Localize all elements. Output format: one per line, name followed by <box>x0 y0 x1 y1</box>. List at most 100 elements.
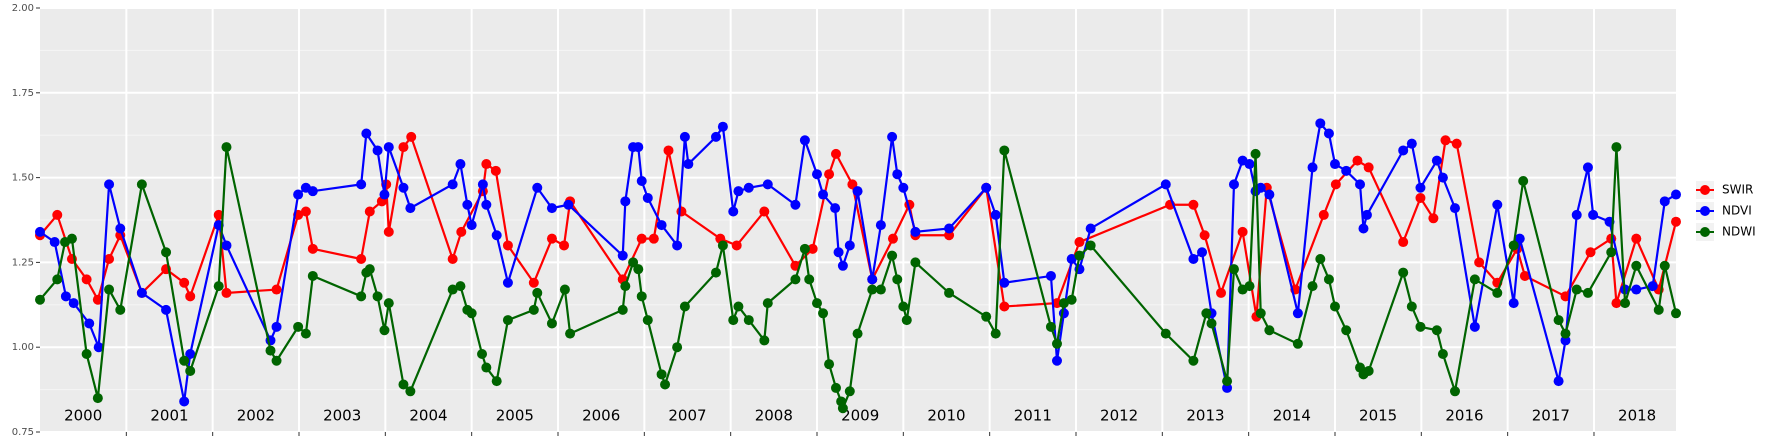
data-point <box>1051 338 1062 349</box>
data-point <box>1553 376 1564 387</box>
data-point <box>830 382 841 393</box>
x-tick-label: 2018 <box>1618 407 1656 425</box>
data-point <box>1188 355 1199 366</box>
data-point <box>844 386 855 397</box>
y-tick-label: 1.25 <box>12 257 34 268</box>
data-point <box>1051 355 1062 366</box>
data-point <box>1188 254 1199 265</box>
y-tick-label: 1.50 <box>12 173 34 184</box>
data-point <box>1352 155 1363 166</box>
data-point <box>1292 338 1303 349</box>
data-point <box>213 209 224 220</box>
data-point <box>717 121 728 132</box>
data-point <box>372 291 383 302</box>
data-point <box>52 274 63 285</box>
data-point <box>628 257 639 268</box>
data-point <box>990 328 1001 339</box>
x-tick-label: 2015 <box>1359 407 1397 425</box>
data-point <box>1206 318 1217 329</box>
data-point <box>136 179 147 190</box>
data-point <box>636 291 647 302</box>
data-point <box>901 315 912 326</box>
data-point <box>887 131 898 142</box>
data-point <box>852 328 863 339</box>
data-point <box>1437 348 1448 359</box>
data-point <box>559 240 570 251</box>
legend-label: NDWI <box>1722 225 1756 239</box>
data-point <box>1228 179 1239 190</box>
data-point <box>185 348 196 359</box>
data-point <box>636 175 647 186</box>
data-point <box>532 182 543 193</box>
data-point <box>683 159 694 170</box>
data-point <box>1571 209 1582 220</box>
data-point <box>1620 298 1631 309</box>
data-point <box>104 254 115 265</box>
data-point <box>743 315 754 326</box>
data-point <box>398 182 409 193</box>
data-point <box>68 298 79 309</box>
data-point <box>1315 254 1326 265</box>
data-point <box>456 226 467 237</box>
data-point <box>1398 237 1409 248</box>
data-point <box>1244 159 1255 170</box>
data-point <box>383 142 394 153</box>
data-point <box>867 274 878 285</box>
data-point <box>1631 284 1642 295</box>
data-point <box>1222 376 1233 387</box>
data-point <box>1188 199 1199 210</box>
x-tick-label: 2006 <box>582 407 620 425</box>
data-point <box>811 298 822 309</box>
data-point <box>477 179 488 190</box>
data-point <box>818 308 829 319</box>
data-point <box>892 169 903 180</box>
data-point <box>999 301 1010 312</box>
data-point <box>728 206 739 217</box>
data-point <box>676 206 687 217</box>
data-point <box>1518 175 1529 186</box>
data-point <box>447 179 458 190</box>
data-point <box>1519 270 1530 281</box>
data-point <box>1671 189 1681 200</box>
data-point <box>49 237 60 248</box>
data-point <box>502 240 513 251</box>
data-point <box>185 291 196 302</box>
data-point <box>1358 223 1369 234</box>
data-point <box>1611 298 1622 309</box>
data-point <box>620 281 631 292</box>
data-point <box>733 186 744 197</box>
data-point <box>532 287 543 298</box>
data-point <box>1492 199 1503 210</box>
x-tick-label: 2001 <box>150 407 188 425</box>
data-point <box>477 348 488 359</box>
data-point <box>356 179 367 190</box>
legend-label: NDVI <box>1722 204 1752 218</box>
x-tick-label: 2007 <box>668 407 706 425</box>
data-point <box>491 230 502 241</box>
data-point <box>502 315 513 326</box>
data-point <box>383 298 394 309</box>
data-point <box>648 233 659 244</box>
data-point <box>81 274 92 285</box>
data-point <box>300 206 311 217</box>
data-point <box>1292 308 1303 319</box>
data-point <box>405 386 416 397</box>
data-point <box>1415 192 1426 203</box>
data-point <box>502 277 513 288</box>
data-point <box>1582 162 1593 173</box>
data-point <box>1315 118 1326 129</box>
data-point <box>710 267 721 278</box>
data-point <box>1606 247 1617 258</box>
data-point <box>1437 172 1448 183</box>
data-point <box>898 182 909 193</box>
data-point <box>1255 182 1266 193</box>
data-point <box>379 189 390 200</box>
data-point <box>221 240 232 251</box>
data-point <box>1201 308 1212 319</box>
data-point <box>656 220 667 231</box>
legend-label: SWIR <box>1722 183 1753 197</box>
data-point <box>1659 260 1670 271</box>
data-point <box>1045 270 1056 281</box>
data-point <box>1631 260 1642 271</box>
data-point <box>546 203 557 214</box>
